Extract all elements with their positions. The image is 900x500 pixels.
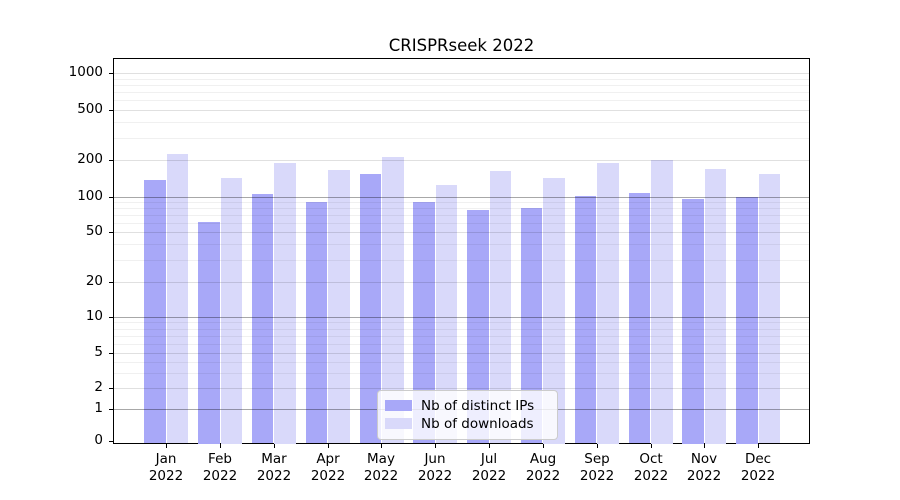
x-tick-label-dec: Dec 2022 [740, 451, 776, 484]
x-tick-label-nov: Nov 2022 [686, 451, 722, 484]
x-tick-mark-jan [166, 444, 167, 448]
legend-label-downloads: Nb of downloads [421, 415, 534, 432]
x-tick-label-sep: Sep 2022 [579, 451, 615, 484]
chart-title: CRISPRseek 2022 [388, 36, 535, 55]
y-tick-label-0: 0 [94, 432, 103, 448]
y-tick-label-200: 200 [77, 151, 103, 167]
y-tick-label-100: 100 [77, 188, 103, 204]
x-tick-mark-may [381, 444, 382, 448]
y-tick-label-20: 20 [85, 273, 103, 289]
x-tick-mark-jun [435, 444, 436, 448]
x-tick-mark-sep [597, 444, 598, 448]
x-tick-label-aug: Aug 2022 [525, 451, 561, 484]
x-tick-label-jul: Jul 2022 [471, 451, 507, 484]
x-tick-label-jan: Jan 2022 [148, 451, 184, 484]
y-tick-label-1000: 1000 [68, 64, 103, 80]
x-tick-mark-nov [704, 444, 705, 448]
legend-item-distinct-ips: Nb of distinct IPs [385, 397, 549, 414]
legend: Nb of distinct IPs Nb of downloads [377, 390, 558, 440]
legend-swatch-downloads [385, 418, 412, 429]
plot-area [113, 58, 810, 444]
x-tick-label-mar: Mar 2022 [256, 451, 292, 484]
x-tick-label-oct: Oct 2022 [633, 451, 669, 484]
y-tick-label-2: 2 [94, 379, 103, 395]
x-tick-label-feb: Feb 2022 [202, 451, 238, 484]
x-tick-label-may: May 2022 [363, 451, 399, 484]
y-tick-label-5: 5 [94, 344, 103, 360]
x-tick-mark-apr [328, 444, 329, 448]
legend-label-distinct-ips: Nb of distinct IPs [421, 397, 535, 414]
x-tick-mark-oct [651, 444, 652, 448]
x-tick-label-jun: Jun 2022 [417, 451, 453, 484]
y-tick-label-1: 1 [94, 400, 103, 416]
x-tick-mark-dec [758, 444, 759, 448]
y-tick-label-50: 50 [85, 223, 103, 239]
x-tick-mark-feb [220, 444, 221, 448]
x-tick-mark-aug [543, 444, 544, 448]
x-tick-mark-mar [274, 444, 275, 448]
legend-swatch-distinct-ips [385, 400, 412, 411]
y-tick-label-10: 10 [85, 308, 103, 324]
y-tick-label-500: 500 [77, 101, 103, 117]
legend-item-downloads: Nb of downloads [385, 415, 549, 432]
x-tick-label-apr: Apr 2022 [310, 451, 346, 484]
x-tick-mark-jul [489, 444, 490, 448]
